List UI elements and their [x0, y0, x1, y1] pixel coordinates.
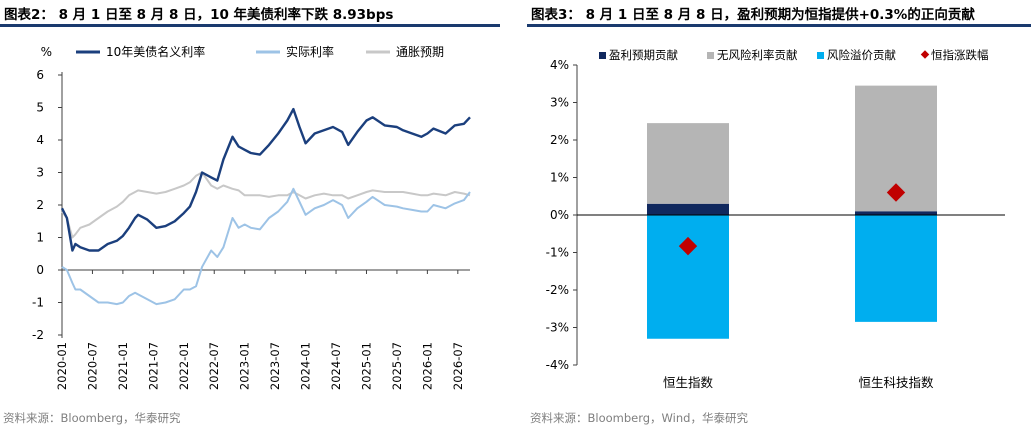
y-tick-label: -1% [546, 246, 569, 260]
x-tick-label: 2021-07 [146, 342, 160, 390]
x-tick-label: 2022-01 [177, 342, 191, 390]
category-label-0: 恒生指数 [663, 375, 714, 390]
bar-earnings-1 [855, 211, 937, 215]
legend-label-1: 实际利率 [286, 44, 334, 59]
y-tick-label: 3 [36, 166, 44, 180]
left-chart-title: 图表2： 8 月 1 日至 8 月 8 日，10 年美债利率下跌 8.93bps [4, 7, 394, 23]
legend-swatch-0 [599, 52, 606, 59]
y-tick-label: 0% [550, 208, 569, 222]
y-tick-label: -2 [32, 328, 44, 342]
right-bar-chart: 盈利预期贡献 无风险利率贡献 风险溢价贡献 恒指涨跌幅 -4% -3% -2% -1% 0% 1%… [546, 48, 1005, 390]
y-tick-label: 1% [550, 171, 569, 185]
y-tick-label: 0 [36, 263, 44, 277]
y-tick-label: -1 [32, 296, 44, 310]
y-tick-label: 6 [36, 68, 44, 82]
left-chart-panel: 图表2： 8 月 1 日至 8 月 8 日，10 年美债利率下跌 8.93bps… [0, 0, 500, 435]
y-tick-label: 4 [36, 133, 44, 147]
series-line-2 [61, 171, 471, 239]
right-chart-title: 图表3： 8 月 1 日至 8 月 8 日，盈利预期为恒指提供+0.3%的正向贡… [531, 7, 975, 23]
right-chart-panel: 图表3： 8 月 1 日至 8 月 8 日，盈利预期为恒指提供+0.3%的正向贡… [527, 0, 1031, 435]
y-tick-label: 5 [36, 101, 44, 115]
y-tick-label: 1 [36, 231, 44, 245]
legend-swatch-1 [707, 52, 714, 59]
x-tick-label: 2025-07 [390, 342, 404, 390]
x-tick-label: 2025-01 [359, 342, 373, 390]
index-marker-1 [886, 183, 906, 202]
y-unit-label: % [41, 45, 52, 59]
y-tick-label: -3% [546, 321, 569, 335]
left-chart-source: 资料来源：Bloomberg，华泰研究 [3, 411, 181, 425]
legend-label-0: 盈利预期贡献 [609, 48, 678, 62]
legend-label-0: 10年美债名义利率 [106, 44, 205, 59]
x-tick-label: 2022-07 [207, 342, 221, 390]
category-label-1: 恒生科技指数 [858, 375, 934, 390]
x-tick-label: 2023-01 [238, 342, 252, 390]
left-line-chart: % 10年美债名义利率 实际利率 通胀预期 -2 -1 0 1 2 3 4 5 6 2020-01 2020… [32, 44, 471, 390]
legend-label-2: 风险溢价贡献 [827, 48, 896, 62]
legend-label-2: 通胀预期 [396, 45, 444, 59]
bar-earnings-0 [647, 203, 729, 215]
series-line-0 [60, 107, 471, 252]
x-tick-label: 2024-01 [299, 342, 313, 390]
bar-riskfree-0 [647, 123, 729, 204]
x-tick-label: 2026-01 [420, 342, 434, 390]
index-marker-0 [678, 236, 698, 256]
y-tick-label: 2 [36, 198, 44, 212]
legend-marker [920, 50, 930, 59]
right-chart-source: 资料来源：Bloomberg，Wind，华泰研究 [530, 411, 748, 425]
x-tick-label: 2020-07 [85, 342, 99, 390]
y-tick-label: -2% [546, 283, 569, 297]
y-tick-label: 3% [550, 96, 569, 110]
x-tick-label: 2024-07 [329, 342, 343, 390]
x-tick-label: 2021-01 [116, 342, 130, 390]
legend-label-1: 无风险利率贡献 [717, 48, 798, 62]
right-title-rule [527, 24, 1031, 27]
x-tick-label: 2020-01 [55, 342, 69, 390]
bar-premium-0 [647, 215, 729, 339]
y-tick-label: 2% [550, 133, 569, 147]
legend-label-3: 恒指涨跌幅 [931, 48, 989, 62]
x-tick-label: 2023-07 [268, 342, 282, 390]
y-tick-label: 4% [550, 58, 569, 72]
bar-premium-1 [855, 215, 937, 322]
x-tick-label: 2026-07 [451, 342, 465, 390]
legend-swatch-2 [817, 52, 824, 59]
series-line-1 [61, 187, 471, 306]
left-title-rule [0, 24, 500, 27]
y-tick-label: -4% [546, 358, 569, 372]
